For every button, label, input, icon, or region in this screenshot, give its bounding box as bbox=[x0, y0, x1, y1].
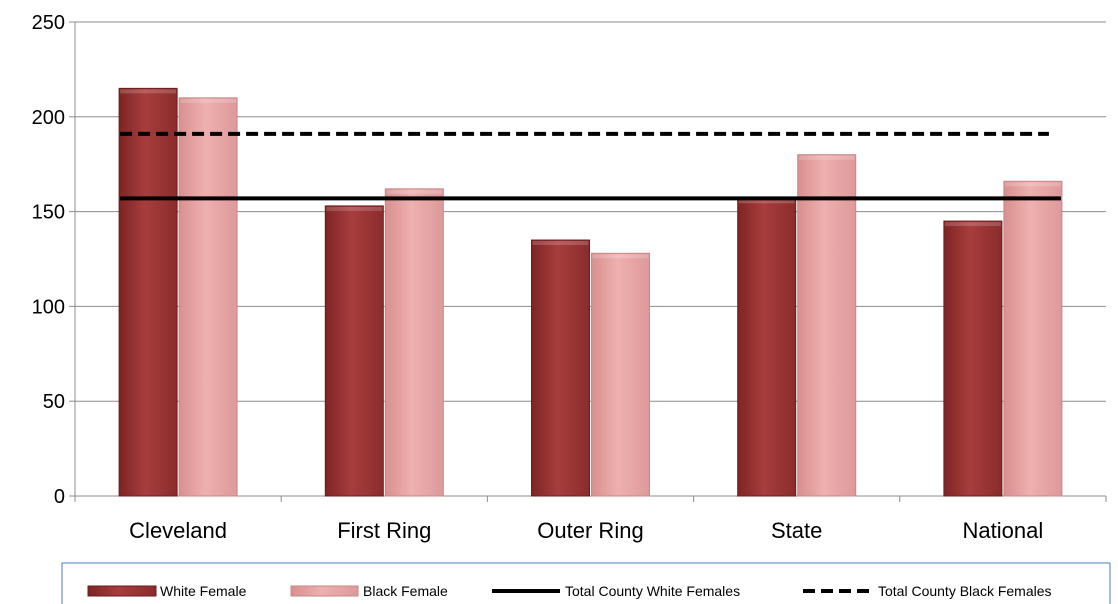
bar-black-female-cleveland bbox=[178, 97, 238, 497]
y-tick-label: 200 bbox=[32, 107, 65, 129]
bar-top-highlight bbox=[1004, 182, 1061, 187]
x-tick-label: First Ring bbox=[337, 518, 431, 543]
y-tick-label: 100 bbox=[32, 296, 65, 318]
axes bbox=[69, 21, 1107, 502]
bar-white-female-national bbox=[943, 220, 1003, 497]
x-tick-label: Cleveland bbox=[129, 518, 227, 543]
bar-top-highlight bbox=[180, 98, 237, 103]
x-tick-label: National bbox=[963, 518, 1044, 543]
y-tick-labels: 0 50 100 150 200 250 bbox=[32, 12, 65, 508]
legend-swatch-bar bbox=[290, 585, 359, 597]
x-tick-label: State bbox=[771, 518, 822, 543]
gridlines bbox=[75, 21, 1106, 402]
legend-box bbox=[61, 562, 1111, 604]
bar-top-highlight bbox=[386, 189, 443, 194]
legend-label: Total County Black Females bbox=[878, 583, 1052, 599]
reference-lines bbox=[120, 131, 1061, 201]
bars bbox=[118, 87, 1063, 497]
bar-top-highlight bbox=[798, 155, 855, 160]
bar-black-female-outer-ring bbox=[591, 252, 650, 497]
y-tick-label: 150 bbox=[32, 202, 65, 224]
bar-top-highlight bbox=[944, 222, 1001, 227]
bar-black-female-national bbox=[1003, 180, 1063, 497]
x-tick-labels: Cleveland First Ring Outer Ring State Nation… bbox=[129, 518, 1043, 543]
bar-black-female-first-ring bbox=[384, 188, 444, 497]
legend-label: Black Female bbox=[363, 583, 448, 599]
bar-top-highlight bbox=[738, 199, 795, 204]
legend-label: Total County White Females bbox=[565, 583, 740, 599]
bar-white-female-state bbox=[737, 197, 797, 497]
bar-white-female-outer-ring bbox=[531, 239, 590, 497]
legend-swatch-bar bbox=[87, 585, 157, 597]
bar-white-female-cleveland bbox=[118, 87, 178, 497]
bar-top-highlight bbox=[592, 254, 649, 259]
y-tick-label: 250 bbox=[32, 12, 65, 34]
legend-label: White Female bbox=[160, 583, 247, 599]
bar-black-female-state bbox=[797, 154, 857, 497]
y-tick-label: 0 bbox=[54, 486, 65, 508]
bar-top-highlight bbox=[326, 206, 383, 211]
bar-top-highlight bbox=[120, 89, 177, 94]
legend: White Female Black Female Total County Whi… bbox=[61, 562, 1111, 604]
bar-white-female-first-ring bbox=[324, 205, 384, 497]
x-tick-label: Outer Ring bbox=[537, 518, 643, 543]
bar-top-highlight bbox=[532, 241, 589, 246]
y-tick-label: 50 bbox=[43, 391, 65, 413]
